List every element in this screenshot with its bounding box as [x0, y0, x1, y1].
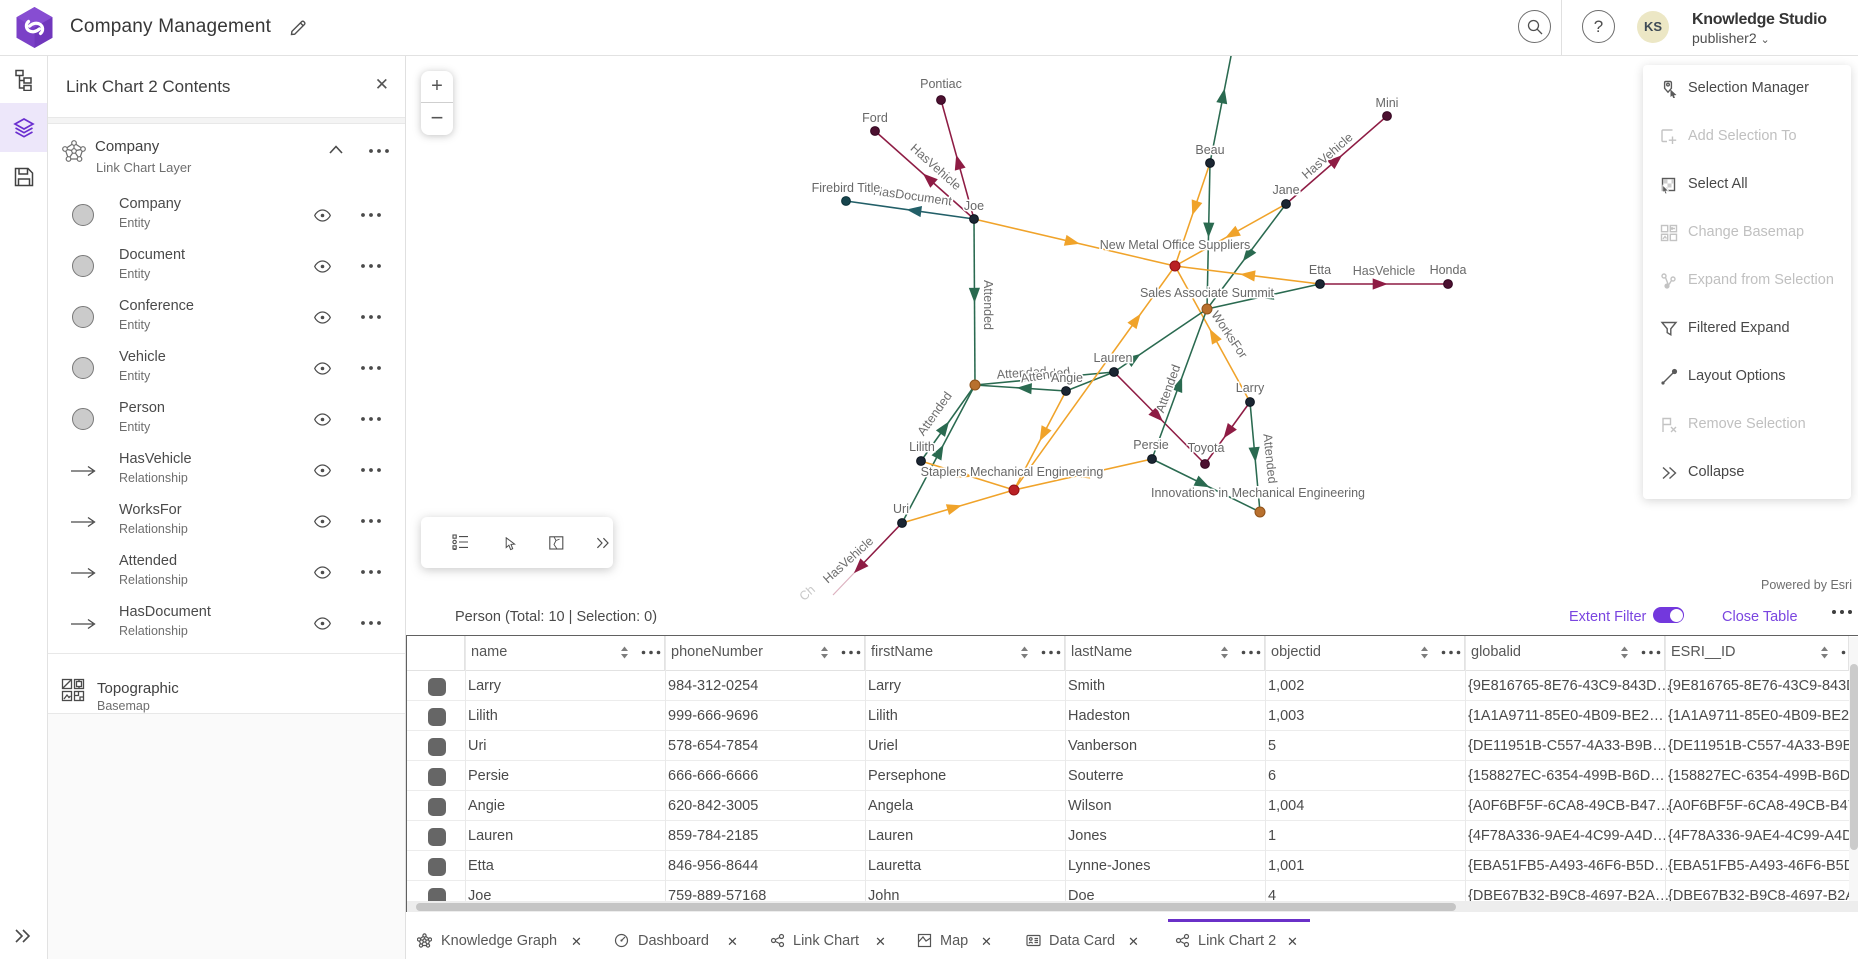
svg-text:Etta: Etta: [1309, 263, 1331, 277]
svg-text:Toyota: Toyota: [1188, 441, 1225, 455]
svg-text:Persie: Persie: [1133, 438, 1168, 452]
svg-text:Attended: Attended: [981, 280, 995, 330]
svg-text:Innovations in Mechanical Engi: Innovations in Mechanical Engineering: [1151, 486, 1365, 500]
svg-text:Lilith: Lilith: [909, 440, 935, 454]
svg-text:New Metal Office Suppliers: New Metal Office Suppliers: [1100, 238, 1251, 252]
svg-text:Attended: Attended: [915, 389, 955, 438]
svg-text:Ford: Ford: [862, 111, 888, 125]
svg-text:Larry: Larry: [1236, 381, 1265, 395]
svg-text:HasVehicle: HasVehicle: [1299, 130, 1355, 182]
svg-text:Honda: Honda: [1430, 263, 1467, 277]
svg-text:Beau: Beau: [1195, 143, 1224, 157]
svg-text:Pontiac: Pontiac: [920, 77, 962, 91]
svg-text:Mini: Mini: [1376, 96, 1399, 110]
svg-text:HasDocument: HasDocument: [872, 184, 953, 209]
svg-text:Lauren: Lauren: [1094, 351, 1133, 365]
svg-text:HasVehicle: HasVehicle: [1353, 264, 1416, 278]
svg-text:Ch: Ch: [797, 582, 818, 600]
svg-text:Attended: Attended: [1260, 433, 1279, 484]
svg-text:Jane: Jane: [1272, 183, 1299, 197]
svg-text:Attended: Attended: [996, 364, 1047, 381]
svg-text:Firebird Title: Firebird Title: [812, 181, 881, 195]
svg-text:Sales Associate Summit: Sales Associate Summit: [1140, 286, 1275, 300]
svg-text:Uri: Uri: [893, 502, 909, 516]
svg-text:Joe: Joe: [964, 199, 984, 213]
svg-text:Angie: Angie: [1051, 371, 1083, 385]
svg-text:Staplers Mechanical Engineerin: Staplers Mechanical Engineering: [921, 465, 1104, 479]
